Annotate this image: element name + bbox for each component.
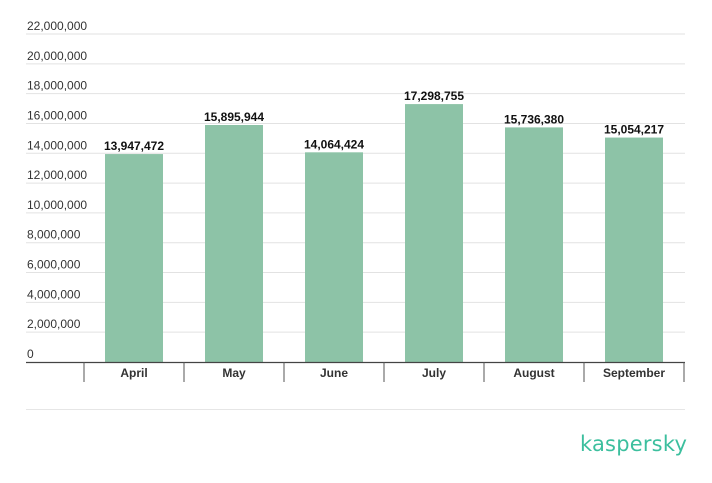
y-tick-label: 0 [27,347,34,361]
data-label: 17,298,755 [404,89,464,103]
bars [105,104,663,363]
x-axis: April May June July August September [26,361,685,410]
y-tick-label: 20,000,000 [27,49,87,63]
y-tick-label: 8,000,000 [27,228,81,242]
bar [605,137,663,362]
data-label: 14,064,424 [304,137,364,151]
data-label: 15,054,217 [604,123,664,137]
y-tick-label: 4,000,000 [27,287,81,301]
bar [105,154,163,362]
data-label: 15,895,944 [204,110,264,124]
x-tick-label: April [120,366,147,380]
x-tick-label: August [513,366,554,380]
bar [305,152,363,362]
data-labels: 13,947,472 15,895,944 14,064,424 17,298,755… [104,89,664,153]
y-tick-label: 22,000,000 [27,19,87,33]
data-label: 15,736,380 [504,112,564,126]
y-tick-label: 6,000,000 [27,258,81,272]
bar [405,104,463,363]
y-tick-label: 18,000,000 [27,79,87,93]
y-tick-label: 16,000,000 [27,108,87,122]
y-tick-label: 10,000,000 [27,198,87,212]
x-tick-label: July [422,366,446,380]
y-axis-ticks: 0 2,000,000 4,000,000 6,000,000 8,000,000 10,… [27,19,87,361]
y-tick-label: 12,000,000 [27,168,87,182]
data-label: 13,947,472 [104,139,164,153]
kaspersky-logo: kaspersky [580,432,688,456]
y-tick-label: 2,000,000 [27,317,81,331]
bar [205,125,263,363]
bar [505,127,563,362]
x-tick-label: September [603,366,665,380]
x-tick-label: May [222,366,246,380]
y-tick-label: 14,000,000 [27,138,87,152]
x-tick-label: June [320,366,348,380]
